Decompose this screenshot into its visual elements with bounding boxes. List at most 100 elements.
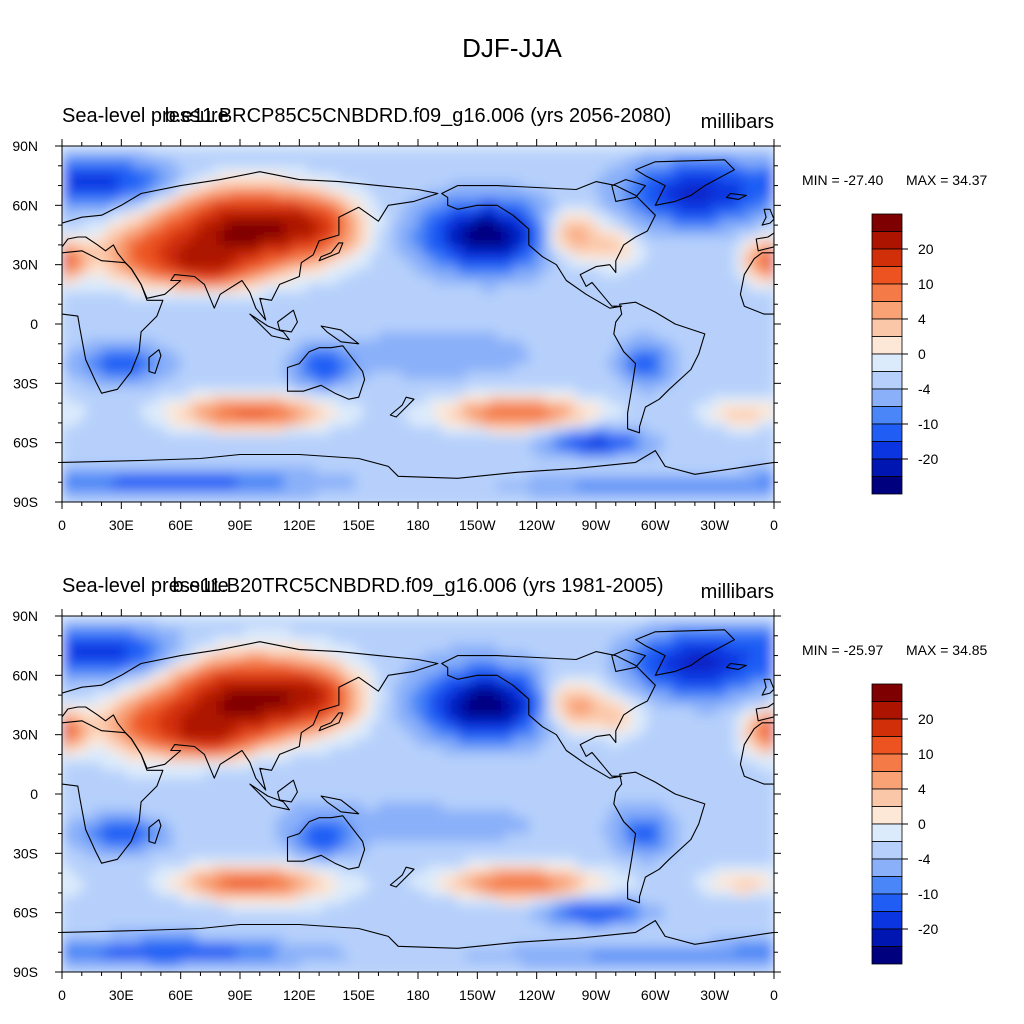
field-cell [101, 331, 111, 341]
field-cell [592, 331, 601, 341]
field-cell [623, 181, 633, 191]
field-cell [410, 675, 419, 684]
field-cell [694, 229, 704, 238]
field-cell [702, 411, 712, 420]
field-cell [418, 181, 427, 191]
field-cell [520, 442, 530, 452]
field-cell [623, 260, 633, 270]
field-cell [418, 458, 427, 468]
field-cell [101, 268, 111, 278]
field-cell [750, 252, 759, 262]
field-cell [69, 395, 79, 404]
field-cell [512, 620, 522, 629]
field-cell [315, 403, 324, 412]
field-cell [323, 173, 332, 183]
field-cell [62, 418, 71, 428]
field-cell [726, 347, 736, 357]
field-cell [164, 181, 174, 191]
coastline-uk [761, 208, 774, 226]
x-tick-label: 120W [518, 517, 555, 533]
field-cell [766, 651, 774, 661]
field-cell [172, 434, 182, 444]
field-cell [584, 260, 593, 270]
field-cell [251, 458, 261, 468]
field-cell [489, 260, 498, 270]
field-cell [552, 150, 562, 159]
field-cell [758, 157, 767, 167]
field-cell [141, 379, 150, 388]
field-cell [726, 490, 736, 499]
field-cell [520, 490, 530, 499]
field-cell [259, 292, 269, 301]
field-cell [449, 635, 459, 645]
field-cell [560, 221, 569, 230]
field-cell [750, 651, 759, 661]
field-cell [156, 292, 166, 301]
field-cell [702, 324, 712, 333]
field-cell [378, 347, 387, 357]
field-cell [267, 387, 277, 396]
field-cell [425, 205, 435, 214]
field-cell [449, 466, 459, 475]
field-cell [149, 355, 158, 365]
field-cell [283, 418, 293, 428]
field-cell [156, 620, 166, 629]
field-cell [212, 165, 221, 175]
field-cell [77, 675, 87, 684]
field-cell [275, 347, 285, 357]
field-cell [560, 659, 569, 669]
field-cell [536, 213, 546, 222]
field-cell [742, 181, 751, 191]
field-cell [679, 426, 688, 436]
field-cell [164, 292, 174, 301]
field-cell [766, 490, 774, 499]
field-cell [758, 395, 767, 404]
field-cell [299, 620, 308, 629]
field-cell [164, 635, 174, 645]
field-cell [528, 643, 538, 653]
field-cell [568, 627, 577, 637]
field-cell [156, 237, 166, 246]
field-cell [433, 221, 443, 230]
field-cell [718, 482, 728, 491]
field-cell [283, 620, 293, 629]
field-cell [323, 355, 332, 365]
field-cell [679, 466, 688, 475]
field-cell [299, 205, 308, 214]
field-cell [441, 276, 451, 286]
field-cell [204, 213, 213, 222]
field-cell [607, 260, 617, 270]
field-cell [623, 284, 633, 293]
field-cell [726, 181, 736, 191]
field-cell [623, 324, 633, 333]
field-cell [275, 237, 285, 246]
field-cell [180, 292, 190, 301]
field-cell [647, 300, 656, 309]
field-cell [85, 683, 95, 692]
field-cell [212, 260, 221, 270]
field-cell [244, 482, 253, 491]
field-cell [718, 173, 728, 183]
field-cell [204, 442, 213, 452]
field-cell [251, 667, 261, 676]
field-cell [133, 434, 142, 444]
field-cell [283, 324, 293, 333]
field-cell [528, 197, 538, 206]
field-cell [425, 474, 435, 483]
coastline-iceland [725, 192, 747, 200]
field-cell [338, 466, 348, 475]
field-cell [473, 620, 482, 629]
field-cell [623, 620, 633, 629]
field-cell [244, 252, 253, 262]
field-cell [370, 434, 380, 444]
field-cell [172, 244, 182, 254]
field-cell [600, 490, 609, 499]
field-cell [473, 157, 482, 167]
field-cell [623, 675, 633, 684]
field-cell [220, 300, 229, 309]
field-cell [465, 229, 475, 238]
field-cell [172, 189, 182, 199]
field-cell [592, 173, 601, 183]
field-cell [299, 292, 308, 301]
field-cell [204, 339, 213, 349]
